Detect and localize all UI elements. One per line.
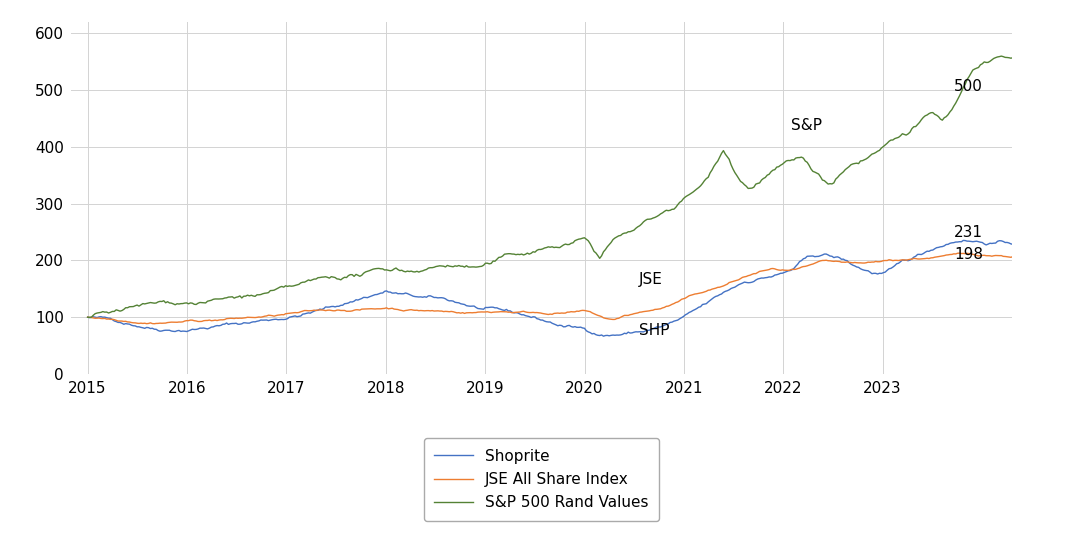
S&P 500 Rand Values: [994, 53, 1007, 59]
Shoprite: [621, 329, 634, 336]
S&P 500 Rand Values: [751, 180, 764, 187]
JSE All Share Index: [829, 258, 842, 265]
Line: Shoprite: Shoprite: [88, 240, 1056, 336]
Shoprite: [597, 333, 610, 339]
Text: 198: 198: [954, 248, 984, 262]
Shoprite: [491, 305, 504, 311]
Shoprite: [82, 314, 95, 321]
JSE All Share Index: [1050, 251, 1063, 258]
JSE All Share Index: [82, 314, 95, 321]
S&P 500 Rand Values: [492, 254, 505, 261]
JSE All Share Index: [492, 309, 505, 315]
Text: S&P: S&P: [791, 118, 823, 133]
JSE All Share Index: [751, 270, 764, 276]
JSE All Share Index: [869, 258, 882, 265]
JSE All Share Index: [621, 312, 634, 318]
Text: SHP: SHP: [639, 323, 670, 338]
JSE All Share Index: [148, 321, 161, 327]
S&P 500 Rand Values: [82, 314, 95, 321]
Shoprite: [956, 237, 969, 244]
S&P 500 Rand Values: [621, 228, 634, 235]
Line: S&P 500 Rand Values: S&P 500 Rand Values: [88, 56, 1056, 317]
Shoprite: [829, 254, 842, 260]
Line: JSE All Share Index: JSE All Share Index: [88, 253, 1056, 324]
Shoprite: [869, 270, 882, 277]
Shoprite: [1050, 244, 1063, 250]
Text: 500: 500: [954, 79, 984, 94]
Text: 231: 231: [954, 225, 984, 240]
Shoprite: [751, 276, 764, 282]
S&P 500 Rand Values: [362, 267, 375, 274]
S&P 500 Rand Values: [869, 149, 882, 156]
JSE All Share Index: [953, 250, 966, 256]
S&P 500 Rand Values: [1050, 55, 1063, 62]
Shoprite: [361, 294, 374, 301]
S&P 500 Rand Values: [829, 176, 842, 183]
Legend: Shoprite, JSE All Share Index, S&P 500 Rand Values: Shoprite, JSE All Share Index, S&P 500 R…: [423, 438, 659, 521]
JSE All Share Index: [362, 305, 375, 312]
S&P 500 Rand Values: [83, 314, 96, 321]
Text: JSE: JSE: [639, 272, 663, 287]
